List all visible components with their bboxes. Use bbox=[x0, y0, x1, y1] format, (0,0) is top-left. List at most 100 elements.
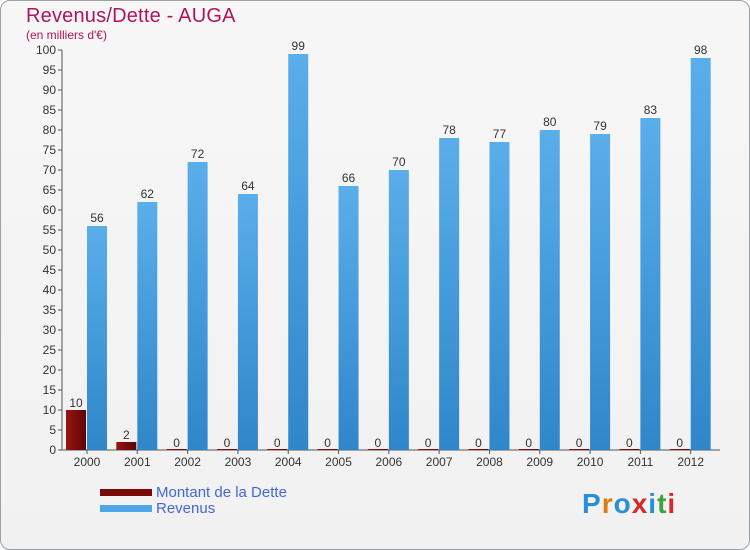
data-label-revenue-2012: 98 bbox=[694, 43, 708, 57]
legend-label-revenue: Revenus bbox=[156, 500, 216, 517]
y-tick-label: 0 bbox=[49, 443, 56, 457]
bar-debt-2007 bbox=[418, 449, 439, 450]
bar-revenue-2009 bbox=[539, 130, 560, 450]
bar-revenue-2006 bbox=[388, 170, 409, 450]
legend-swatch-debt bbox=[100, 489, 152, 496]
x-tick-label: 2011 bbox=[627, 455, 653, 469]
bar-debt-2003 bbox=[216, 449, 237, 450]
data-label-debt-2009: 0 bbox=[525, 436, 532, 450]
data-label-debt-2004: 0 bbox=[274, 436, 281, 450]
data-label-revenue-2007: 78 bbox=[442, 123, 456, 137]
logo-letter: o bbox=[613, 488, 632, 519]
data-label-revenue-2009: 80 bbox=[543, 115, 557, 129]
y-tick-label: 75 bbox=[43, 143, 57, 157]
bar-revenue-2002 bbox=[187, 162, 208, 450]
bar-revenue-2003 bbox=[237, 194, 258, 450]
data-label-debt-2010: 0 bbox=[576, 436, 583, 450]
bar-debt-2001 bbox=[116, 442, 137, 450]
bar-revenue-2010 bbox=[590, 134, 611, 450]
bar-revenue-2001 bbox=[137, 202, 158, 450]
data-label-revenue-2001: 62 bbox=[141, 187, 155, 201]
data-label-debt-2006: 0 bbox=[375, 436, 382, 450]
logo-letter: P bbox=[582, 488, 602, 519]
bar-debt-2004 bbox=[267, 449, 288, 450]
data-label-revenue-2000: 56 bbox=[90, 211, 104, 225]
bar-revenue-2011 bbox=[640, 118, 661, 450]
y-tick-label: 100 bbox=[36, 43, 56, 57]
y-tick-label: 25 bbox=[43, 343, 57, 357]
y-tick-label: 35 bbox=[43, 303, 57, 317]
data-label-debt-2008: 0 bbox=[475, 436, 482, 450]
data-label-revenue-2008: 77 bbox=[493, 127, 507, 141]
legend-swatch-revenue bbox=[100, 505, 152, 512]
chart-subtitle: (en milliers d'€) bbox=[26, 28, 107, 42]
y-tick-label: 60 bbox=[43, 203, 57, 217]
x-tick-label: 2004 bbox=[275, 455, 302, 469]
x-tick-label: 2005 bbox=[325, 455, 352, 469]
y-tick-label: 65 bbox=[43, 183, 57, 197]
data-label-revenue-2002: 72 bbox=[191, 147, 205, 161]
y-tick-label: 40 bbox=[43, 283, 57, 297]
y-tick-label: 55 bbox=[43, 223, 57, 237]
y-tick-label: 90 bbox=[43, 83, 57, 97]
logo-letter: i bbox=[667, 488, 677, 519]
bar-revenue-2007 bbox=[439, 138, 460, 450]
data-label-debt-2011: 0 bbox=[626, 436, 633, 450]
x-tick-label: 2003 bbox=[225, 455, 252, 469]
x-tick-label: 2008 bbox=[476, 455, 503, 469]
data-label-debt-2000: 10 bbox=[69, 396, 83, 410]
logo-letter: i bbox=[648, 488, 658, 519]
bar-revenue-2012 bbox=[690, 58, 711, 450]
y-tick-label: 30 bbox=[43, 323, 57, 337]
legend-label-debt: Montant de la Dette bbox=[156, 484, 287, 501]
data-label-revenue-2011: 83 bbox=[644, 103, 658, 117]
bar-debt-2002 bbox=[166, 449, 187, 450]
y-tick-label: 45 bbox=[43, 263, 57, 277]
chart-title: Revenus/Dette - AUGA bbox=[26, 5, 236, 27]
y-tick-label: 15 bbox=[43, 383, 57, 397]
data-label-debt-2005: 0 bbox=[324, 436, 331, 450]
y-tick-label: 20 bbox=[43, 363, 57, 377]
data-label-debt-2003: 0 bbox=[224, 436, 231, 450]
logo-letter: x bbox=[631, 488, 649, 519]
proxiti-logo: Proxiti bbox=[582, 488, 676, 520]
chart-bars bbox=[66, 54, 711, 450]
data-label-debt-2002: 0 bbox=[173, 436, 180, 450]
data-label-debt-2012: 0 bbox=[676, 436, 683, 450]
y-tick-label: 80 bbox=[43, 123, 57, 137]
logo-letter: r bbox=[601, 488, 614, 519]
data-label-debt-2001: 2 bbox=[123, 428, 130, 442]
chart-axes: 0510152025303540455055606570758085909510… bbox=[36, 43, 720, 457]
data-label-revenue-2006: 70 bbox=[392, 155, 406, 169]
x-tick-label: 2009 bbox=[526, 455, 553, 469]
x-tick-label: 2010 bbox=[577, 455, 604, 469]
bar-debt-2010 bbox=[569, 449, 590, 450]
bar-debt-2005 bbox=[317, 449, 338, 450]
bar-revenue-2005 bbox=[338, 186, 359, 450]
bar-debt-2000 bbox=[66, 410, 86, 450]
data-label-revenue-2004: 99 bbox=[292, 39, 306, 53]
data-label-revenue-2005: 66 bbox=[342, 171, 356, 185]
data-label-debt-2007: 0 bbox=[425, 436, 432, 450]
x-tick-label: 2001 bbox=[124, 455, 151, 469]
bar-debt-2012 bbox=[669, 449, 690, 450]
x-tick-label: 2012 bbox=[677, 455, 704, 469]
x-tick-label: 2007 bbox=[426, 455, 453, 469]
x-tick-label: 2002 bbox=[174, 455, 201, 469]
bar-debt-2011 bbox=[619, 449, 640, 450]
data-label-revenue-2003: 64 bbox=[241, 179, 255, 193]
y-tick-label: 50 bbox=[43, 243, 57, 257]
logo-letter: t bbox=[657, 488, 668, 519]
x-tick-label: 2000 bbox=[74, 455, 101, 469]
y-tick-label: 70 bbox=[43, 163, 57, 177]
data-label-revenue-2010: 79 bbox=[593, 119, 607, 133]
bar-debt-2006 bbox=[367, 449, 388, 450]
bar-revenue-2004 bbox=[288, 54, 309, 450]
bar-revenue-2008 bbox=[489, 142, 510, 450]
y-tick-label: 85 bbox=[43, 103, 57, 117]
y-tick-label: 10 bbox=[43, 403, 57, 417]
y-tick-label: 95 bbox=[43, 63, 57, 77]
bar-debt-2008 bbox=[468, 449, 489, 450]
